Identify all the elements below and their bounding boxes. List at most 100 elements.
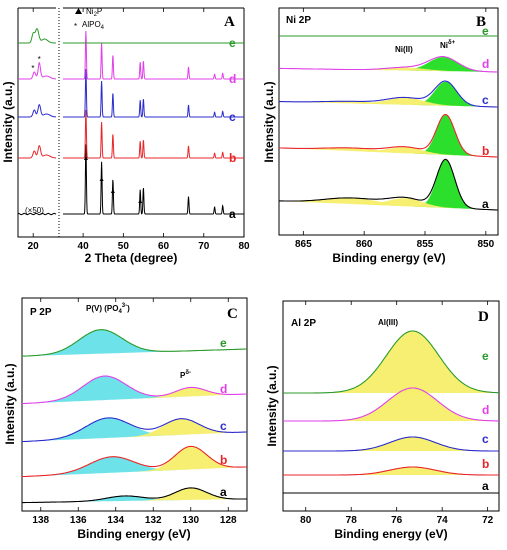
panel-a-curve-labels: a b c d e (229, 36, 236, 221)
panel-a-ticks: 20 40 50 60 70 80 (28, 8, 250, 252)
xps-curve-e (21, 329, 247, 357)
x-tick-label: 850 (477, 239, 494, 250)
panel-c-curve-labels: e d c b a (220, 336, 227, 499)
peak-fill-a-2 (279, 197, 498, 210)
curve-label-a: a (220, 485, 227, 499)
panel-d: 80 78 76 74 72 Al 2P Al(III) D Binding energ… (265, 300, 500, 541)
xps-curve-c (283, 436, 499, 452)
peak-fill-c-1 (22, 418, 247, 442)
panel-a-axes (17, 8, 245, 238)
panel-b-axes (278, 7, 499, 236)
peak-fill-d-1 (22, 387, 247, 404)
panel-a: 20 40 50 60 70 80 ** A Ni2P * AlPO4 (×50) 2 T… (1, 7, 250, 265)
inset-curve-c (18, 104, 56, 118)
curve-label-b: b (482, 144, 489, 158)
ni-delta-annotation: Niδ+ (440, 40, 456, 50)
peak-fill-d-1 (279, 67, 498, 72)
panel-a-letter: A (224, 14, 235, 30)
peak-fill-d-0 (279, 57, 498, 72)
curve-label-c: c (229, 110, 236, 124)
ni2p-peak-marker (110, 189, 115, 193)
peak-fill-c-0 (279, 81, 498, 107)
curve-label-a: a (482, 479, 489, 493)
phosphate-annotation: P(V) (PO43-) (86, 303, 130, 315)
xps-curve-b (278, 113, 498, 158)
x-tick-label: 76 (391, 515, 403, 526)
xps-curve-a (22, 487, 247, 504)
peak-fill-b-1 (22, 446, 247, 477)
panel-b-xlabel: Binding energy (eV) (332, 251, 445, 265)
panel-a-peak-markers: ** (31, 55, 143, 203)
legend-ni2p: Ni2P (86, 7, 102, 18)
inset-curve-a (18, 212, 57, 216)
xps-curve-d (21, 375, 247, 405)
x-tick-label: 128 (220, 515, 237, 526)
ni2p-peak-marker (138, 199, 143, 203)
panel-a-xlabel: 2 Theta (degree) (85, 251, 178, 265)
peak-fill-e-0 (283, 331, 499, 393)
peak-fill-a-0 (279, 159, 498, 210)
panel-b-letter: B (476, 14, 486, 30)
panel-c-ticks: 138 136 134 132 130 128 (32, 298, 237, 526)
curve-label-b: b (220, 453, 227, 467)
x-tick-label: 134 (107, 515, 124, 526)
ni-ii-annotation: Ni(II) (395, 45, 413, 54)
curve-label-e: e (482, 24, 489, 38)
panel-b-title: Ni 2P (286, 15, 311, 26)
panel-c-curves (21, 329, 247, 504)
panel-d-curves (283, 330, 499, 494)
panel-d-curve-labels: e d cba (482, 349, 489, 493)
curve-label-b: b (482, 457, 489, 471)
x-tick-label: 74 (437, 515, 449, 526)
panel-b-ylabel: Intensity (a.u.) (262, 81, 276, 162)
peak-fill-c-2 (279, 101, 498, 107)
x-tick-label: 80 (300, 515, 312, 526)
xps-curve-b (283, 466, 499, 476)
panel-c-letter: C (227, 306, 238, 322)
panel-d-letter: D (478, 309, 489, 325)
ni2p-peak-marker (83, 156, 88, 160)
curve-label-d: d (482, 403, 489, 417)
curve-label-d: d (482, 57, 489, 71)
x-tick-label: 20 (28, 241, 40, 252)
curve-label-c: c (220, 419, 227, 433)
x-tick-label: 78 (346, 515, 358, 526)
xps-curve-b (21, 445, 247, 478)
alpo4-peak-marker: * (31, 64, 34, 73)
x-tick-label: 70 (198, 241, 210, 252)
curve-label-c: c (482, 93, 489, 107)
xps-curve-a (279, 158, 498, 211)
ni2p-marker-icon (75, 8, 82, 14)
panel-b-ticks: 865 860 855 850 (295, 8, 495, 250)
curve-label-d: d (220, 382, 227, 396)
inset-curve-d (18, 61, 56, 80)
curve-label-b: b (229, 151, 236, 165)
alpo4-marker-icon: * (74, 22, 77, 31)
curve-label-d: d (229, 72, 236, 86)
curve-label-a: a (229, 207, 236, 221)
peak-fill-b-0 (283, 467, 499, 475)
peak-fill-c-0 (22, 417, 247, 442)
x-tick-label: 855 (417, 239, 434, 250)
panel-d-ylabel: Intensity (a.u.) (265, 365, 279, 446)
xps-curve-c (21, 417, 247, 443)
xps-curve-c (279, 80, 498, 108)
xrd-curve-b (63, 109, 244, 159)
xps-curve-e (283, 330, 499, 394)
panel-c-axes (21, 297, 248, 512)
x-tick-label: 130 (182, 515, 199, 526)
panel-b-curves (278, 35, 498, 211)
xrd-curve-a (63, 144, 244, 215)
peak-fill-c-1 (279, 97, 498, 107)
panel-c-title: P 2P (30, 307, 52, 318)
al-iii-annotation: Al(III) (378, 318, 398, 327)
curve-label-e: e (482, 349, 489, 363)
curve-label-a: a (482, 197, 489, 211)
inset-curve-b (18, 145, 56, 159)
xps-curve-d (283, 387, 499, 422)
xps-curve-d (279, 56, 498, 73)
x-tick-label: 50 (118, 241, 130, 252)
xrd-curve-c (63, 68, 244, 118)
x-tick-label: 60 (158, 241, 170, 252)
